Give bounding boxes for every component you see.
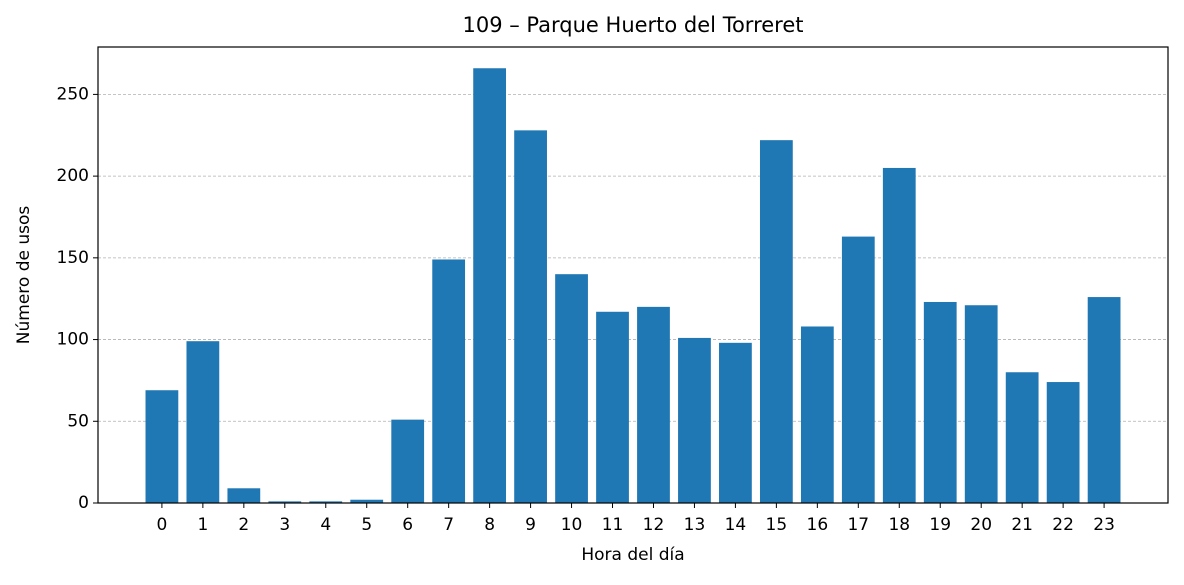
bar [227, 488, 261, 503]
bar [514, 130, 547, 503]
x-tick-label: 6 [402, 515, 413, 535]
bar [350, 499, 384, 503]
y-tick-label: 0 [78, 493, 89, 513]
y-tick-label: 250 [57, 84, 89, 104]
bar [473, 68, 507, 503]
x-axis-label: Hora del día [581, 545, 684, 565]
x-tick-label: 13 [684, 515, 706, 535]
bar [1005, 372, 1039, 503]
x-tick-label: 18 [888, 515, 910, 535]
bar [800, 326, 834, 503]
x-tick-label: 4 [320, 515, 331, 535]
x-tick-label: 1 [197, 515, 208, 535]
x-tick-label: 11 [602, 515, 624, 535]
plot-frame [97, 46, 1169, 504]
bar [432, 259, 466, 503]
x-tick-label: 12 [643, 515, 665, 535]
bar [759, 140, 793, 503]
y-tick-label: 100 [57, 330, 89, 350]
bar [1046, 382, 1080, 503]
bar [1087, 297, 1121, 503]
bar [391, 419, 425, 503]
y-tick-label: 50 [67, 411, 89, 431]
x-tick-label: 17 [847, 515, 869, 535]
bar [555, 274, 588, 503]
x-tick-label: 9 [525, 515, 536, 535]
x-tick-label: 14 [725, 515, 747, 535]
bar [309, 501, 343, 503]
x-tick-label: 10 [561, 515, 583, 535]
x-tick-label: 19 [929, 515, 951, 535]
x-tick-label: 2 [238, 515, 249, 535]
bar [145, 390, 179, 503]
bar [841, 236, 875, 503]
y-tick-label: 200 [57, 166, 89, 186]
x-tick-label: 16 [807, 515, 829, 535]
x-tick-label: 7 [443, 515, 454, 535]
bar [882, 167, 916, 504]
x-tick-label: 20 [970, 515, 992, 535]
x-tick-label: 0 [156, 515, 167, 535]
x-tick-label: 21 [1011, 515, 1033, 535]
x-tick-label: 15 [766, 515, 788, 535]
bar [719, 342, 752, 503]
bar [678, 337, 711, 503]
x-tick-label: 23 [1093, 515, 1115, 535]
bar [923, 301, 957, 503]
x-tick-label: 3 [279, 515, 290, 535]
y-axis-label: Número de usos [14, 206, 34, 345]
bar [964, 305, 998, 503]
x-tick-label: 5 [361, 515, 372, 535]
y-tick-label: 150 [57, 248, 89, 268]
x-tick-label: 8 [484, 515, 495, 535]
x-tick-label: 22 [1052, 515, 1074, 535]
bar [596, 311, 629, 503]
chart-title: 109 – Parque Huerto del Torreret [463, 13, 804, 37]
bar [637, 306, 670, 503]
bar [268, 501, 302, 503]
bar [186, 341, 220, 503]
